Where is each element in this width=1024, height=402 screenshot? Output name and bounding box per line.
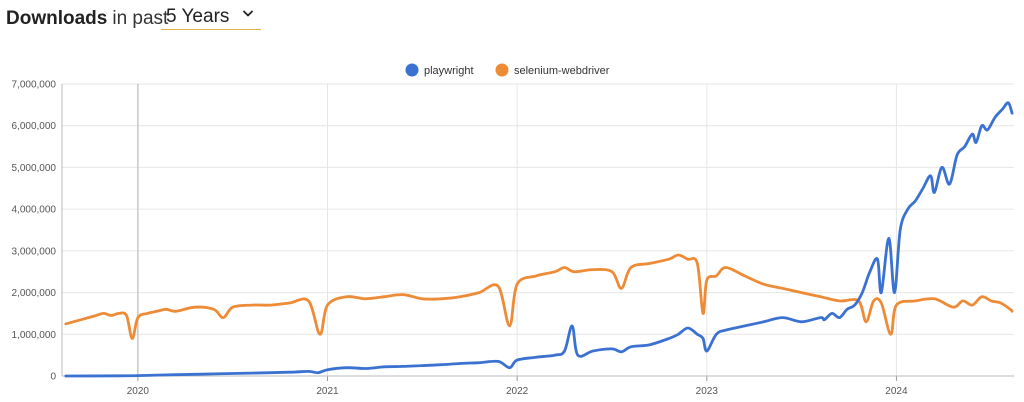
y-tick-label: 1,000,000 (12, 330, 57, 341)
y-tick-label: 5,000,000 (12, 163, 57, 174)
x-tick-label: 2024 (885, 386, 908, 397)
series-line-playwright (64, 101, 1014, 378)
period-select[interactable]: 5 Years (161, 4, 261, 30)
x-tick-label: 2022 (506, 386, 529, 397)
period-select-value: 5 Years (166, 6, 230, 27)
y-tick-label: 6,000,000 (12, 121, 57, 132)
legend-label-selenium-webdriver[interactable]: selenium-webdriver (514, 65, 610, 77)
x-tick-label: 2020 (127, 386, 150, 397)
heading-downloads: Downloads (6, 8, 108, 29)
x-tick-label: 2023 (696, 386, 719, 397)
y-tick-label: 0 (50, 372, 56, 383)
y-tick-label: 2,000,000 (12, 288, 57, 299)
y-tick-label: 7,000,000 (12, 80, 57, 91)
y-tick-label: 4,000,000 (12, 205, 57, 216)
legend-marker-selenium-webdriver[interactable] (495, 63, 509, 77)
legend-label-playwright[interactable]: playwright (424, 65, 474, 77)
downloads-heading: Downloads in past (6, 4, 168, 34)
legend-marker-playwright[interactable] (405, 63, 419, 77)
chevron-down-icon (243, 10, 253, 17)
heading-in-past: in past (112, 8, 169, 29)
series-line-selenium-webdriver (64, 253, 1014, 340)
y-tick-label: 3,000,000 (12, 246, 57, 257)
x-tick-label: 2021 (316, 386, 339, 397)
